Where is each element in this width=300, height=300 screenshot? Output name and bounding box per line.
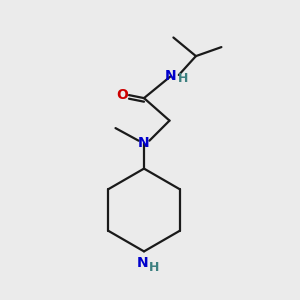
Text: O: O — [116, 88, 128, 102]
Text: H: H — [148, 261, 159, 274]
Text: N: N — [165, 69, 177, 83]
Text: N: N — [137, 256, 148, 270]
Text: H: H — [178, 72, 188, 86]
Text: N: N — [138, 136, 150, 149]
